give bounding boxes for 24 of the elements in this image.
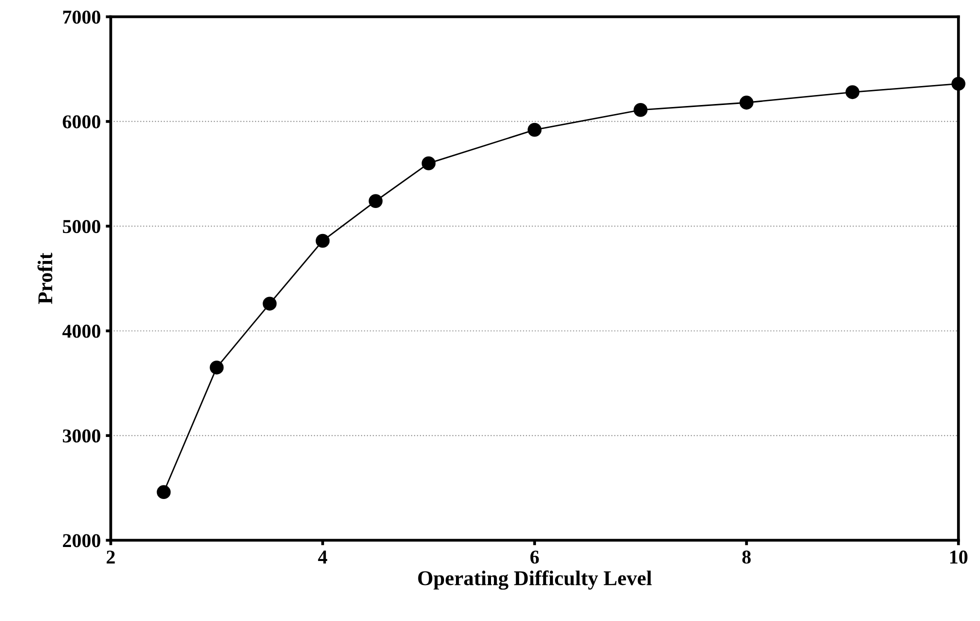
x-tick-label: 6 xyxy=(530,550,539,564)
x-tick-label: 8 xyxy=(742,550,751,564)
y-tick-label: 7000 xyxy=(63,10,100,24)
point xyxy=(422,156,436,170)
point xyxy=(951,76,966,91)
y-tick-label: 3000 xyxy=(62,429,100,443)
x-tick-label: 2 xyxy=(106,550,115,564)
y-tick-label: 2000 xyxy=(62,534,100,548)
y-axis-title: Profit xyxy=(37,252,52,304)
x-axis-title: Operating Difficulty Level xyxy=(418,570,652,590)
point xyxy=(316,234,330,248)
y-tick-label: 6000 xyxy=(62,115,100,128)
point xyxy=(528,122,542,137)
y-tick-label: 4000 xyxy=(62,324,100,338)
x-tick-label: 4 xyxy=(318,550,328,564)
point xyxy=(368,194,383,208)
point xyxy=(634,103,648,117)
x-tick-label: 10 xyxy=(950,550,968,564)
point xyxy=(740,96,754,110)
point xyxy=(846,85,860,100)
point xyxy=(262,296,277,311)
point xyxy=(156,485,171,500)
point xyxy=(210,360,224,374)
y-tick-label: 5000 xyxy=(62,220,100,234)
